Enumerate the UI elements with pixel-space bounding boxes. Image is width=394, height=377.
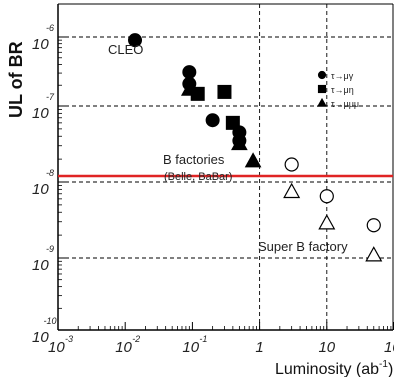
data-point-triangle-filled (231, 135, 248, 151)
annotation-b-factories: B factories (163, 152, 225, 167)
x-tick-label-exp: -3 (65, 334, 73, 344)
legend-entry: τ→μγ (317, 70, 354, 81)
x-tick-label: 10 -1 (182, 334, 207, 356)
data-point-triangle-open (365, 246, 383, 262)
y-tick-label-base: 10 (32, 105, 49, 122)
y-tick-label-base: 10 (32, 181, 49, 198)
x-axis-title: Luminosity (ab-1) (275, 359, 393, 377)
data-point-circle-filled (182, 65, 197, 80)
y-tick-label-base: 10 (32, 329, 49, 346)
annotation-belle-babar: (Belle, BaBar) (164, 171, 232, 183)
annotation-cleo: CLEO (108, 42, 143, 57)
x-tick-label: 1 (255, 339, 263, 356)
x-axis-title-main: Luminosity (ab (275, 361, 379, 377)
data-point-circle-filled (128, 33, 143, 48)
y-tick-label-exp: -9 (46, 244, 54, 254)
x-tick-label: 10 (318, 339, 335, 356)
y-tick-label: 10-10 (32, 316, 57, 346)
x-tick-label-base: 10 (48, 339, 65, 356)
legend-label: τ→μγ (331, 71, 354, 81)
legend-marker-square (317, 84, 327, 94)
y-tick-label: 10-8 (32, 168, 54, 198)
data-point-triangle-open (283, 182, 301, 199)
y-tick-label: 10-6 (32, 23, 54, 53)
data-point-circle-open (284, 157, 299, 172)
data-point-circle-filled (205, 113, 220, 128)
data-point-triangle-filled (244, 152, 262, 168)
x-tick-label-exp: -1 (199, 334, 207, 344)
data-point-circle-open (366, 218, 381, 233)
annotation-super-b: Super B factory (258, 239, 348, 254)
data-point-square-filled (225, 115, 240, 130)
legend-label: τ→μη (331, 85, 354, 95)
legend-label: τ→μμμ (331, 99, 359, 109)
y-tick-label-exp: -7 (46, 92, 55, 102)
y-tick-label-exp: -10 (43, 316, 56, 326)
y-tick-label: 10-7 (32, 92, 55, 122)
legend-entry: τ→μη (317, 84, 354, 95)
x-tick-label-base: 10 (318, 339, 335, 356)
x-tick-label: 102 (384, 339, 394, 356)
x-tick-label-base: 10 (384, 339, 394, 356)
y-tick-label-exp: -6 (46, 23, 54, 33)
x-axis-title-exp: -1 (379, 359, 388, 370)
x-tick-label-base: 10 (115, 339, 132, 356)
x-tick-label: 10 -2 (115, 334, 140, 356)
legend-marker-triangle (317, 97, 327, 107)
y-tick-label-base: 10 (32, 257, 49, 274)
x-axis-title-close: ) (388, 361, 393, 377)
y-tick-label-exp: -8 (46, 168, 54, 178)
data-point-triangle-filled (180, 80, 198, 96)
x-tick-label: 10 -3 (48, 334, 73, 356)
data-point-square-filled (217, 84, 232, 99)
y-tick-label-base: 10 (32, 36, 49, 53)
x-tick-label-base: 1 (255, 339, 263, 356)
legend-entry: τ→μμμ (317, 97, 359, 109)
data-point-circle-open (319, 189, 334, 204)
x-tick-label-base: 10 (182, 339, 199, 356)
legend-marker-circle (317, 70, 327, 80)
y-axis-title: UL of BR (6, 41, 26, 118)
y-tick-label: 10-9 (32, 244, 54, 274)
x-tick-label-exp: -2 (132, 334, 140, 344)
data-point-triangle-open (318, 214, 336, 230)
